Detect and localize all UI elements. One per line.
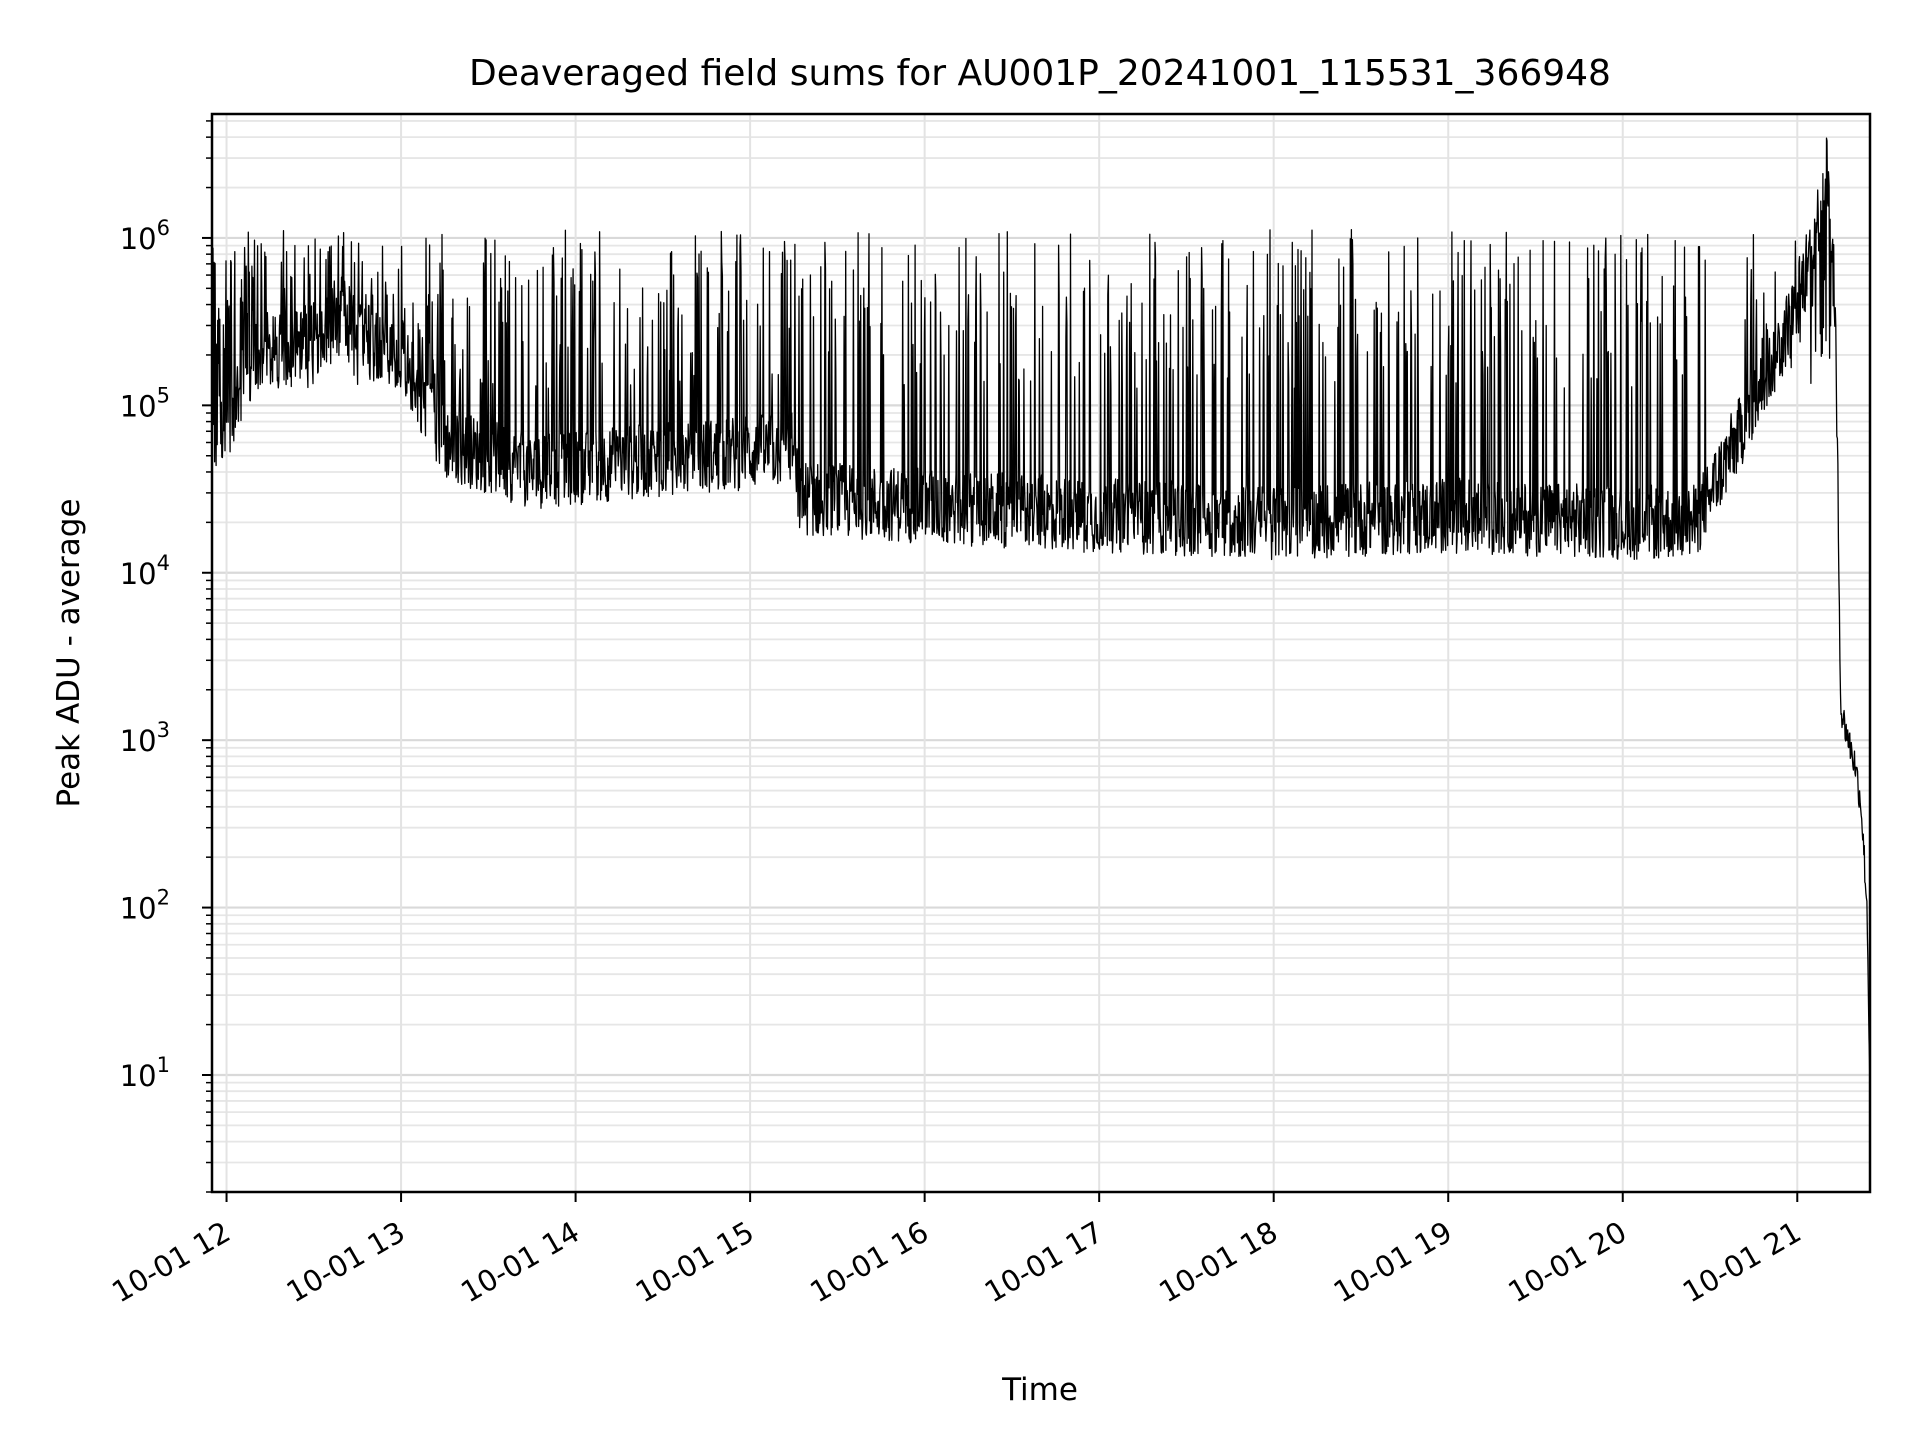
y-tick-base: 10	[120, 389, 157, 423]
y-tick-exponent: 1	[157, 1053, 170, 1077]
y-tick-label: 101	[120, 1053, 170, 1093]
y-tick-base: 10	[120, 892, 157, 926]
x-axis-label: Time	[1001, 1372, 1078, 1408]
chart-title: Deaveraged field sums for AU001P_2024100…	[469, 53, 1611, 94]
y-tick-exponent: 6	[157, 216, 170, 240]
series-group	[211, 137, 1871, 1098]
y-tick-label: 104	[120, 551, 170, 591]
y-tick-label: 103	[120, 718, 170, 758]
y-tick-exponent: 4	[157, 551, 170, 575]
y-tick-base: 10	[120, 222, 157, 256]
y-tick-exponent: 5	[157, 383, 170, 407]
y-tick-label: 102	[120, 886, 170, 926]
y-tick-base: 10	[120, 724, 157, 758]
y-tick-base: 10	[120, 1059, 157, 1093]
y-tick-exponent: 3	[157, 718, 170, 742]
y-tick-label: 105	[120, 383, 170, 423]
y-tick-label: 106	[120, 216, 170, 256]
y-axis-label: Peak ADU - average	[51, 498, 87, 807]
y-tick-exponent: 2	[157, 886, 170, 910]
series-line	[211, 137, 1871, 1098]
plot-frame	[210, 112, 1872, 1194]
y-tick-base: 10	[120, 557, 157, 591]
